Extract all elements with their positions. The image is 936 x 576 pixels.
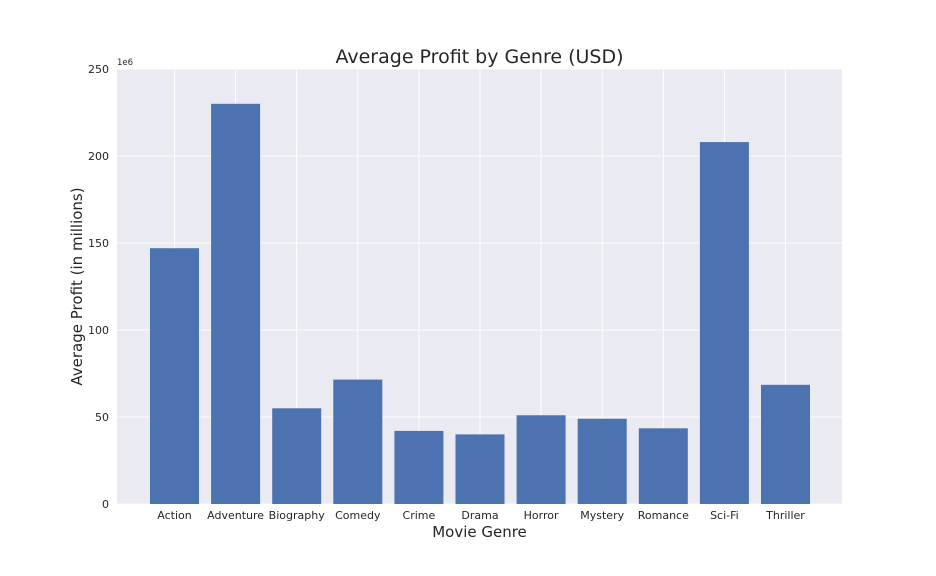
bar-sci-fi xyxy=(699,142,749,504)
y-tick-label: 100 xyxy=(88,324,109,337)
bar-romance xyxy=(638,428,688,504)
bar-mystery xyxy=(577,418,627,504)
bar-comedy xyxy=(333,379,383,504)
x-tick-labels: Action Adventure Biography Comedy Crime Drama… xyxy=(157,509,805,522)
x-tick-label: Biography xyxy=(269,509,326,522)
x-tick-label: Drama xyxy=(461,509,498,522)
y-tick-label: 0 xyxy=(102,498,109,511)
bar-biography xyxy=(272,408,322,504)
y-tick-label: 50 xyxy=(95,411,109,424)
y-tick-label: 200 xyxy=(88,150,109,163)
x-tick-label: Romance xyxy=(638,509,689,522)
bar-adventure xyxy=(211,103,261,505)
x-tick-label: Action xyxy=(157,509,191,522)
x-tick-label: Horror xyxy=(524,509,559,522)
x-tick-label: Comedy xyxy=(335,509,381,522)
x-tick-label: Sci-Fi xyxy=(710,509,739,522)
x-tick-label: Crime xyxy=(403,509,436,522)
bar-action xyxy=(150,248,199,504)
y-axis-label: Average Profit (in millions) xyxy=(68,187,86,385)
bar-horror xyxy=(516,415,566,504)
bar-drama xyxy=(455,434,505,504)
chart-title: Average Profit by Genre (USD) xyxy=(335,46,623,68)
y-tick-label: 250 xyxy=(88,63,109,76)
x-axis-label: Movie Genre xyxy=(432,523,527,541)
bars xyxy=(150,103,810,505)
x-tick-label: Thriller xyxy=(765,509,805,522)
y-tick-labels: 0 50 100 150 200 250 xyxy=(88,63,109,511)
bar-crime xyxy=(394,430,444,504)
y-offset-label: 1e6 xyxy=(117,58,133,68)
x-tick-label: Mystery xyxy=(580,509,624,522)
y-tick-label: 150 xyxy=(88,237,109,250)
bar-thriller xyxy=(761,384,810,504)
x-tick-label: Adventure xyxy=(207,509,264,522)
